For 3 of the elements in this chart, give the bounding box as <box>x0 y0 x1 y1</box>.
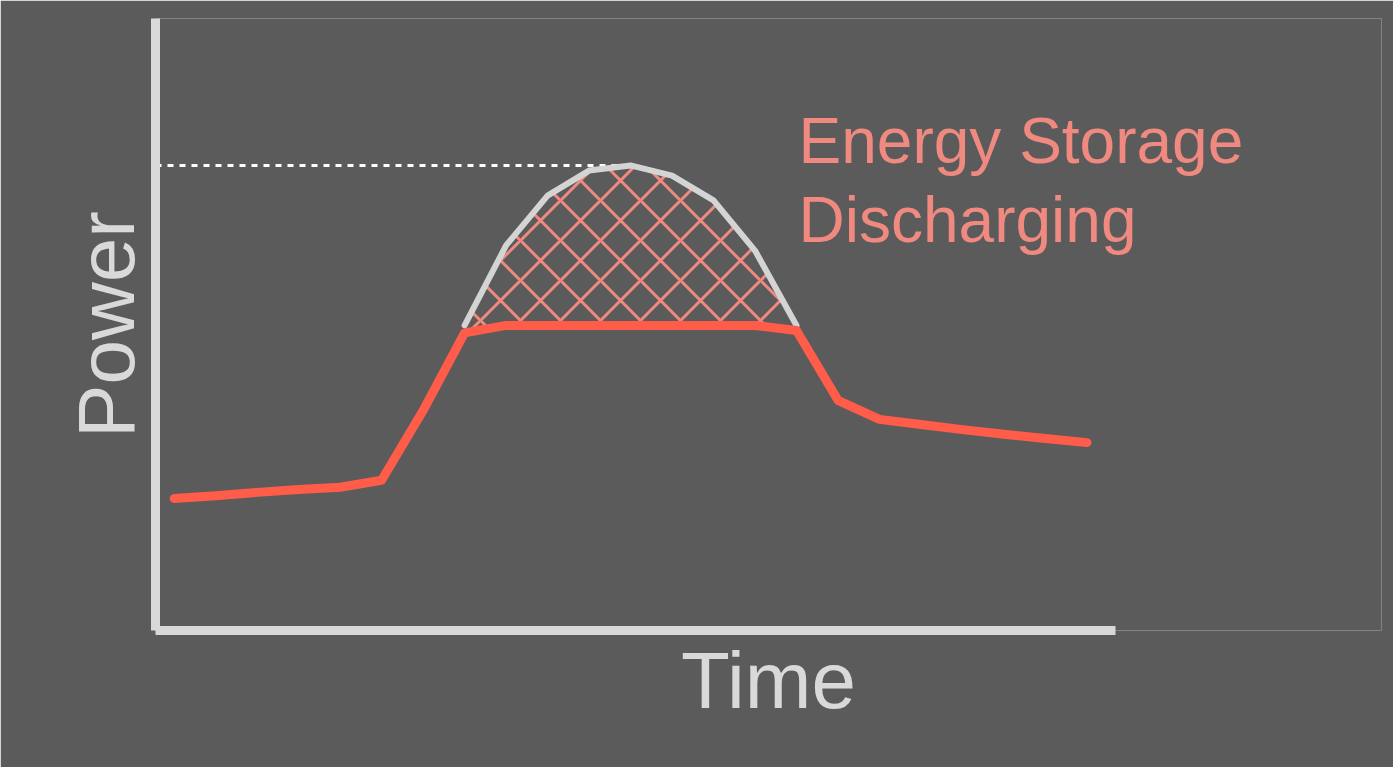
y-axis-title: Power <box>61 211 151 438</box>
annotation: Energy Storage Discharging <box>798 105 1244 257</box>
x-axis-title: Time <box>681 635 856 725</box>
